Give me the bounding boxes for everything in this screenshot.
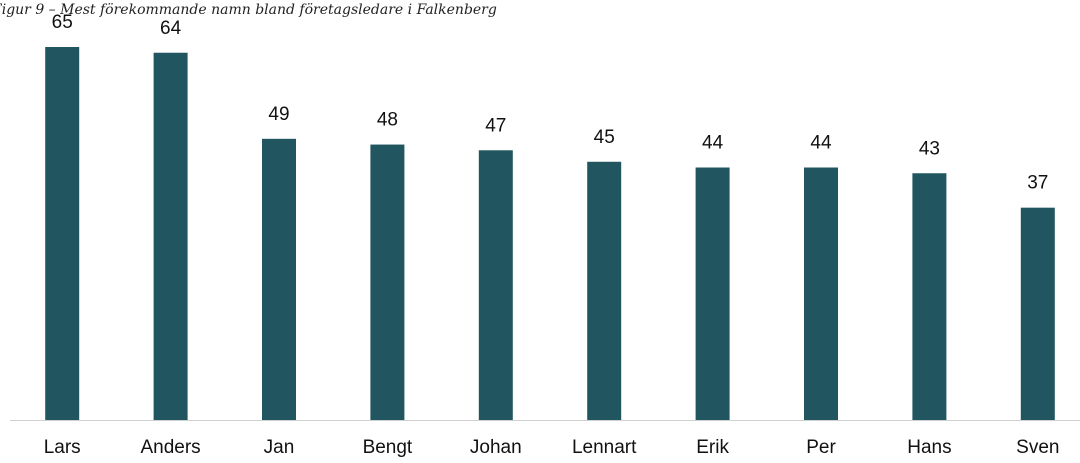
data-label: 49 (268, 104, 289, 125)
data-label: 44 (810, 133, 832, 154)
bar (587, 161, 622, 420)
bar (804, 167, 838, 420)
data-label: 47 (485, 115, 506, 136)
x-tick-label: Anders (140, 437, 200, 458)
x-tick-label: Erik (696, 437, 729, 458)
x-tick-label: Lennart (572, 437, 637, 458)
x-tick-label: Jan (264, 437, 295, 458)
x-tick-label: Per (806, 437, 836, 458)
data-label: 44 (702, 133, 724, 154)
bar (478, 150, 513, 421)
bar (1020, 207, 1055, 420)
x-tick-label: Bengt (363, 437, 413, 458)
x-tick-label: Johan (470, 437, 522, 458)
x-tick-label: Lars (44, 437, 81, 458)
x-tick-label: Sven (1016, 437, 1059, 458)
bar (695, 167, 730, 420)
bar (153, 52, 188, 420)
data-label: 64 (160, 18, 182, 39)
data-label: 48 (377, 110, 398, 131)
bar (262, 138, 296, 421)
data-label: 45 (594, 127, 615, 148)
data-label: 65 (52, 12, 73, 33)
chart-title: Figur 9 – Mest förekommande namn bland f… (0, 2, 497, 18)
bar (912, 173, 947, 420)
x-tick-label: Hans (907, 437, 951, 458)
data-label: 43 (919, 138, 940, 159)
data-label: 37 (1027, 173, 1048, 194)
bar (370, 144, 405, 421)
bar (45, 47, 80, 420)
